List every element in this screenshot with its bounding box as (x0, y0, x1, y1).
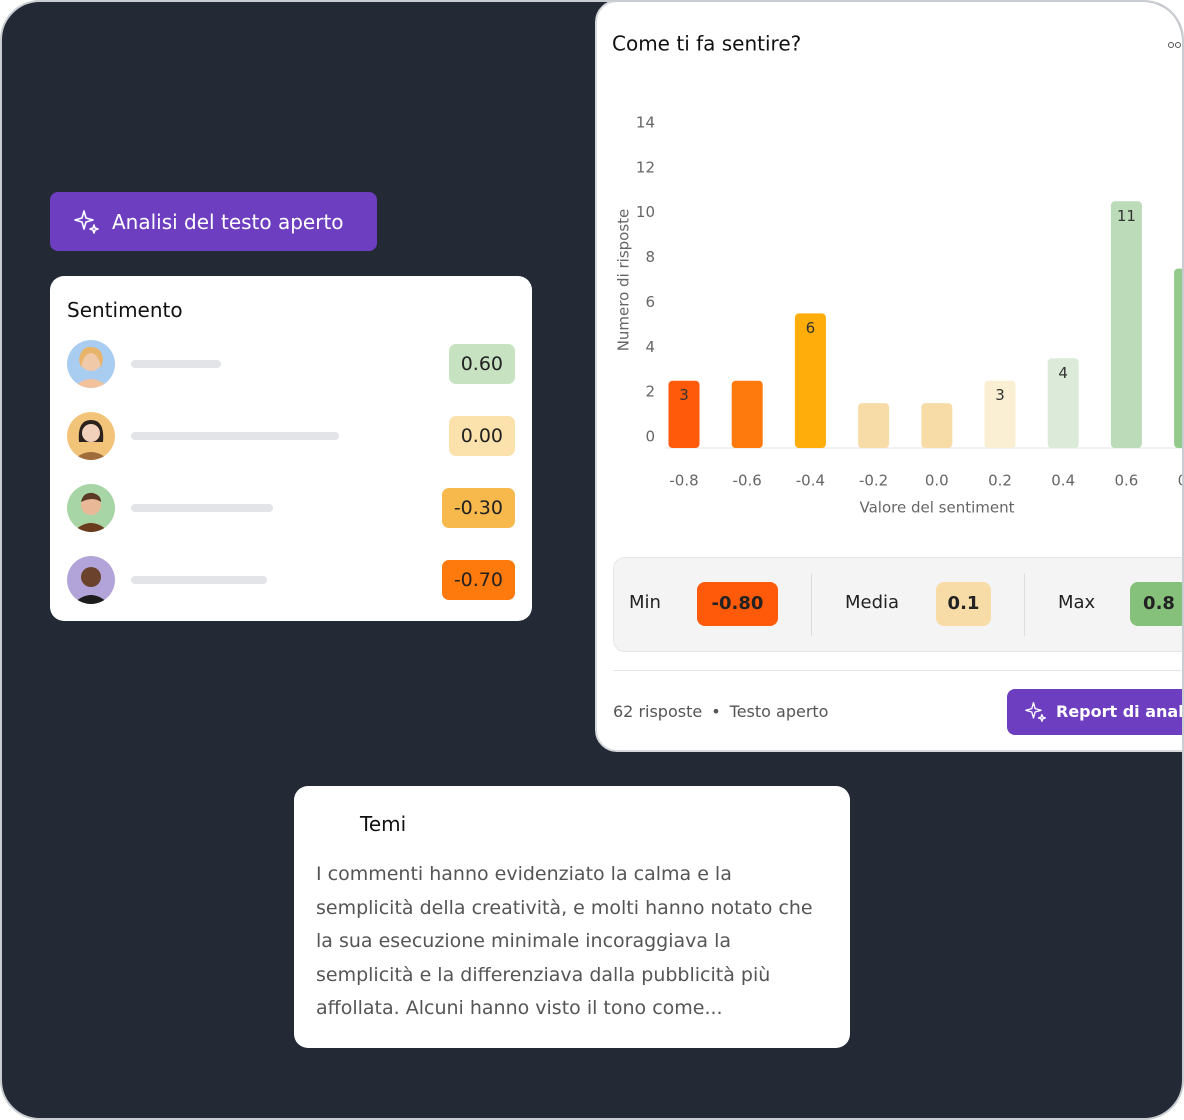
chart: Come ti fa sentire? Valore del sentiment… (612, 32, 1184, 517)
sparkle-icon (74, 210, 99, 234)
avatar (67, 484, 115, 532)
x-tick-label: 0.6 (1114, 472, 1138, 490)
card-title: Temi (360, 812, 407, 836)
placeholder-bar (131, 576, 267, 584)
response-count: 62 risposte (613, 702, 703, 721)
x-tick-label: 0.8 (1178, 472, 1184, 490)
sentiment-card: Sentimento 0.60 0.00 -0.30 -0.70 (50, 276, 532, 621)
footer-meta: 62 risposte • Testo aperto (613, 702, 828, 721)
analysis-button[interactable]: Analisi del testo aperto (50, 192, 377, 251)
value-label: 3 (995, 386, 1005, 404)
bar (858, 403, 890, 448)
avatar (67, 340, 115, 388)
placeholder-bar (131, 360, 221, 368)
bar (1047, 358, 1079, 448)
more-icon (1168, 42, 1181, 48)
sentiment-badge: -0.70 (441, 560, 515, 600)
y-tick-label: 4 (645, 338, 655, 356)
stat-label: Min (629, 592, 661, 613)
x-tick-label: 0.0 (925, 472, 949, 490)
y-tick-label: 0 (645, 428, 655, 446)
y-axis-title: Numero di risposte (615, 209, 633, 352)
x-tick-label: -0.2 (859, 472, 888, 490)
stat-label: Max (1058, 592, 1096, 613)
bar (668, 380, 700, 448)
bar (1110, 201, 1142, 448)
separator-line (613, 670, 1182, 671)
x-tick-label: -0.6 (733, 472, 762, 490)
x-tick-label: -0.4 (796, 472, 825, 490)
stat-badge: 0.1 (936, 582, 991, 626)
stat-label: Media (845, 592, 900, 613)
sentiment-row: 0.00 (67, 412, 515, 460)
x-tick-label: 0.4 (1051, 472, 1075, 490)
stat-badge: 0.8 (1130, 582, 1182, 626)
avatar (67, 412, 115, 460)
divider (811, 574, 812, 636)
sentiment-badge: 0.60 (448, 344, 515, 384)
button-label: Analisi del testo aperto (112, 209, 344, 234)
y-tick-label: 12 (636, 158, 655, 176)
divider (1024, 574, 1025, 636)
card-title: Sentimento (67, 298, 183, 322)
stats-box: Min -0.80 Media 0.1 Max 0.8 (613, 557, 1182, 652)
chart-card: Come ti fa sentire? Valore del sentiment… (595, 2, 1184, 752)
sentiment-row: -0.30 (67, 484, 515, 532)
sparkle-icon (1025, 702, 1046, 722)
question-type: Testo aperto (729, 702, 829, 721)
bar (731, 380, 763, 448)
y-tick-label: 10 (636, 203, 655, 221)
sentiment-badge: 0.00 (448, 416, 515, 456)
sentiment-badge: -0.30 (441, 488, 515, 528)
sentiment-row: -0.70 (67, 556, 515, 604)
themes-card: Temi I commenti hanno evidenziato la cal… (294, 786, 850, 1048)
y-tick-label: 2 (645, 383, 655, 401)
y-tick-label: 14 (636, 114, 655, 132)
chart-title: Come ti fa sentire? (612, 32, 801, 56)
x-axis-title: Valore del sentiment (860, 499, 1015, 517)
report-label: Report di analisi (1056, 702, 1184, 721)
y-tick-label: 6 (645, 293, 655, 311)
value-label: 3 (679, 386, 689, 404)
placeholder-bar (131, 432, 339, 440)
x-tick-label: 0.2 (988, 472, 1012, 490)
themes-text: I commenti hanno evidenziato la calma e … (316, 863, 813, 1019)
placeholder-bar (131, 504, 273, 512)
y-tick-label: 8 (645, 248, 655, 266)
stat-badge: -0.80 (697, 582, 778, 626)
dot: • (711, 702, 721, 721)
bar (1174, 268, 1182, 448)
sentiment-row: 0.60 (67, 340, 515, 388)
bar (921, 403, 953, 448)
bar (984, 380, 1016, 448)
value-label: 11 (1117, 207, 1136, 225)
value-label: 6 (806, 319, 816, 337)
avatar (67, 556, 115, 604)
x-tick-label: -0.8 (669, 472, 698, 490)
report-button[interactable]: Report di analisi (1007, 689, 1184, 735)
bar (794, 313, 826, 448)
value-label: 4 (1058, 364, 1068, 382)
